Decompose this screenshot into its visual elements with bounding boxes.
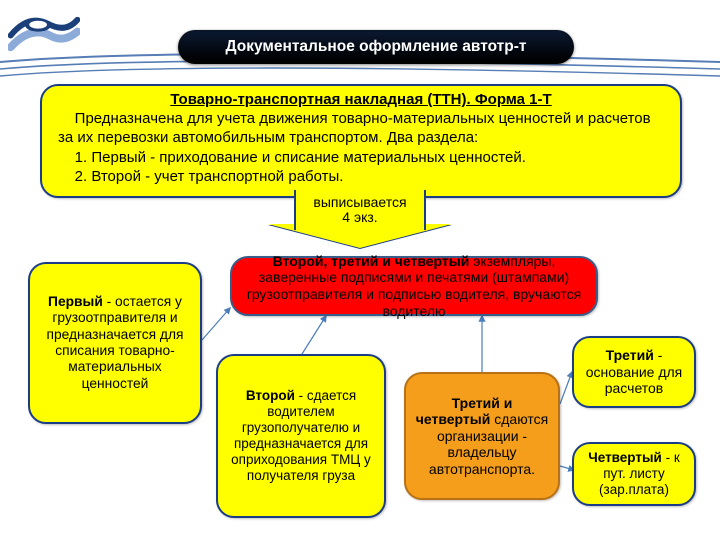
main-p1: Предназначена для учета движения товарно… [58,109,664,147]
header-pill: Документальное оформление автотр-т [178,30,574,64]
box-first: Первый - остается у грузоотправителя и п… [28,262,202,424]
main-panel: Товарно-транспортная накладная (ТТН). Фо… [40,84,682,198]
arrow-line2: 4 экз. [342,210,377,225]
box-fourth: Четвертый - к пут. листу (зар.плата) [572,442,696,506]
box-copies-234: Второй, третий и четвертый экземпляры, з… [230,256,598,316]
main-p3: 2. Второй - учет транспортной работы. [58,167,664,186]
main-title: Товарно-транспортная накладная (ТТН). Фо… [58,90,664,109]
main-p2: 1. Первый - приходование и списание мате… [58,148,664,167]
arrow-issued: выписывается 4 экз. [268,190,452,254]
box-second: Второй - сдается водителем грузополучате… [216,354,386,518]
arrow-line1: выписывается [313,195,406,210]
box-third-fourth: Третий и четвертый сдаются организации -… [404,372,560,500]
box-third: Третий - основание для расчетов [572,336,696,408]
